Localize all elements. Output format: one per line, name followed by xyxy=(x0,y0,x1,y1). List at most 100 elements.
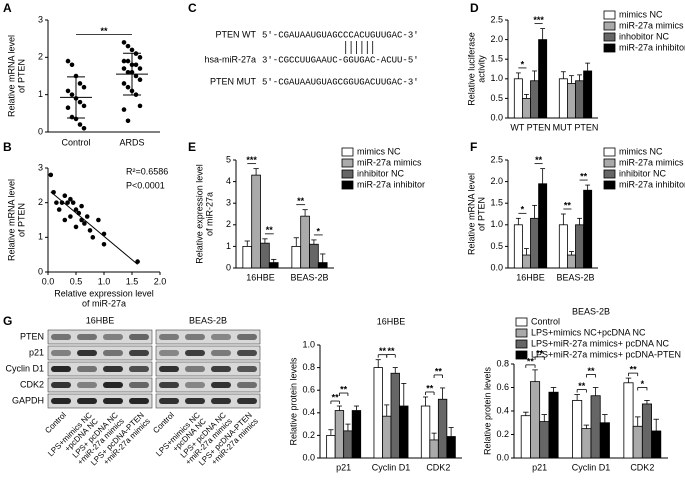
legend-label: miR-27a inhibitor xyxy=(619,179,685,189)
data-point xyxy=(73,207,79,212)
legend-label: mimics NC xyxy=(357,146,401,156)
y-axis-label: of PTEN xyxy=(16,59,26,93)
y-tick-label: 1.5 xyxy=(490,54,503,64)
data-point xyxy=(121,66,127,71)
bar xyxy=(599,422,610,459)
significance-label: ** xyxy=(379,346,387,356)
y-tick-label: 0.4 xyxy=(496,405,509,415)
legend-swatch xyxy=(515,317,528,327)
legend-swatch xyxy=(603,147,616,157)
blot-strip xyxy=(155,345,261,361)
y-axis-label: Relative luciferase xyxy=(466,32,476,106)
data-point xyxy=(81,103,87,109)
y-axis-label: Relative mRNA level xyxy=(466,173,476,255)
x-axis-label: of miR-27a xyxy=(82,298,126,308)
blot-band xyxy=(237,382,257,388)
significance-label: ** xyxy=(100,26,108,36)
bar xyxy=(583,70,593,119)
significance-label: ** xyxy=(630,364,638,374)
data-point xyxy=(96,217,101,223)
legend-swatch xyxy=(341,180,354,190)
y-tick-label: 0.0 xyxy=(490,112,503,122)
legend-swatch xyxy=(603,180,616,190)
bar xyxy=(268,262,279,269)
significance-label: ** xyxy=(578,381,586,391)
y-axis-label: Relative mRNA level xyxy=(6,35,16,117)
data-point xyxy=(54,200,59,205)
data-point xyxy=(125,118,131,124)
blot-band xyxy=(103,382,123,388)
significance-label: * xyxy=(521,59,525,69)
bar xyxy=(575,80,585,119)
blot-band xyxy=(77,382,97,388)
legend-label: mimics NC xyxy=(619,9,663,19)
legend-swatch xyxy=(515,328,528,338)
bar xyxy=(581,428,592,459)
data-point xyxy=(87,228,93,233)
bar xyxy=(632,425,643,459)
lane-label: Control xyxy=(43,410,68,435)
y-tick-label: 2 xyxy=(226,219,231,229)
y-tick-label: 0.8 xyxy=(302,362,315,372)
data-point xyxy=(77,99,83,105)
data-point xyxy=(79,203,84,209)
annotation: R²=0.6586 xyxy=(126,166,168,176)
x-tick-label: Cyclin D1 xyxy=(572,462,611,472)
legend-label: inhibitor NC xyxy=(619,168,667,178)
bar xyxy=(538,39,548,119)
x-tick-label: CDK2 xyxy=(426,462,450,472)
data-point xyxy=(82,221,87,226)
y-tick-label: 1.0 xyxy=(490,219,503,229)
bar xyxy=(558,224,568,269)
bar xyxy=(539,421,550,459)
bar xyxy=(522,254,531,269)
panel-label: B xyxy=(3,140,12,154)
y-tick-label: 3 xyxy=(226,198,231,208)
legend-swatch xyxy=(603,10,616,20)
data-point xyxy=(56,207,62,212)
y-tick-label: 0 xyxy=(38,266,43,276)
blot-band xyxy=(237,334,257,340)
y-axis-label: Relative protein levels xyxy=(288,357,298,446)
y-tick-label: 5 xyxy=(226,154,231,164)
legend-label: miR-27a inhibitor xyxy=(619,42,685,52)
panel-label: G xyxy=(3,314,12,328)
significance-label: ** xyxy=(580,171,588,181)
y-tick-label: 0.6 xyxy=(496,382,509,392)
y-tick-label: 2.5 xyxy=(490,14,503,24)
sequence: 3'-CGCCUUGAAUC-GGUGAC-ACUU-5' xyxy=(262,55,419,65)
data-point xyxy=(69,92,75,97)
bar xyxy=(309,243,319,269)
data-point xyxy=(135,259,140,264)
blot-band xyxy=(103,398,123,404)
blot-band xyxy=(211,382,231,388)
y-axis-label: Relative expression level xyxy=(194,164,204,264)
bar xyxy=(429,439,439,459)
blot-band xyxy=(211,398,231,404)
y-tick-label: 0.6 xyxy=(302,385,315,395)
significance-label: ** xyxy=(340,384,348,394)
x-tick-label: 0.0 xyxy=(42,276,55,286)
data-point xyxy=(133,62,139,68)
significance-label: *** xyxy=(533,15,544,25)
y-tick-label: 0.0 xyxy=(490,262,503,272)
blot-strip xyxy=(47,393,153,409)
panel-label: A xyxy=(3,1,12,15)
data-point xyxy=(65,105,71,111)
data-point xyxy=(69,114,75,120)
annotation: P<0.0001 xyxy=(126,180,165,190)
data-point xyxy=(69,62,75,68)
blot-strip xyxy=(47,377,153,393)
y-tick-label: 0 xyxy=(226,262,231,272)
data-point xyxy=(133,73,139,79)
y-axis-label: of PTEN xyxy=(16,203,26,237)
bar xyxy=(343,430,353,459)
data-point xyxy=(125,58,131,64)
data-point xyxy=(65,58,71,64)
data-point xyxy=(77,81,83,86)
y-tick-label: 0.4 xyxy=(302,407,315,417)
data-point xyxy=(59,200,65,205)
legend-swatch xyxy=(341,147,354,157)
legend-label: inhibitor NC xyxy=(357,168,405,178)
blot-band xyxy=(185,382,205,388)
